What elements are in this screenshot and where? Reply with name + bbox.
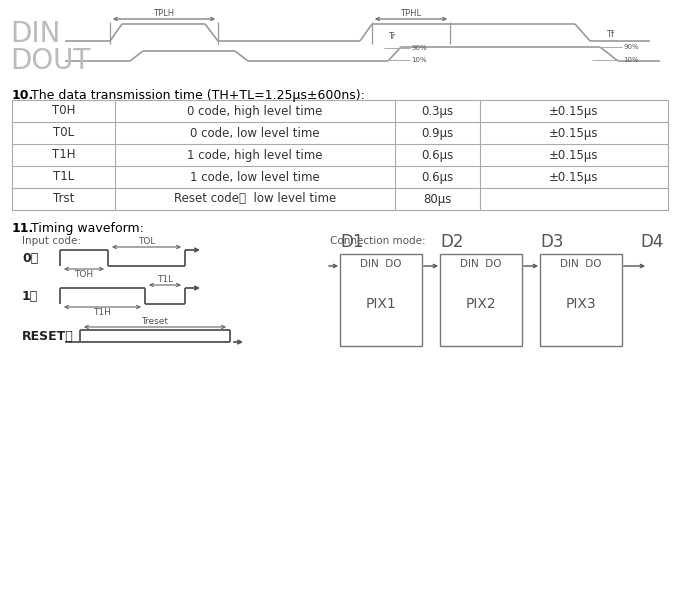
Text: PIX2: PIX2 xyxy=(466,297,496,311)
Text: TOL: TOL xyxy=(138,237,155,246)
Text: ±0.15μs: ±0.15μs xyxy=(549,104,599,117)
Text: ±0.15μs: ±0.15μs xyxy=(549,171,599,183)
Text: 0.6μs: 0.6μs xyxy=(422,149,454,162)
Text: Connection mode:: Connection mode: xyxy=(330,236,426,246)
Text: 10.: 10. xyxy=(12,89,34,102)
Text: Tf: Tf xyxy=(606,30,614,39)
Text: TOH: TOH xyxy=(74,270,94,279)
Text: DOUT: DOUT xyxy=(10,47,90,75)
Text: 1 code, low level time: 1 code, low level time xyxy=(190,171,320,183)
Text: D4: D4 xyxy=(640,233,664,251)
Text: 10%: 10% xyxy=(623,57,639,63)
Text: 0 code, low level time: 0 code, low level time xyxy=(190,126,320,140)
Text: ±0.15μs: ±0.15μs xyxy=(549,126,599,140)
Text: D1: D1 xyxy=(340,233,364,251)
Text: Reset code，  low level time: Reset code， low level time xyxy=(174,192,336,205)
Text: Tr: Tr xyxy=(388,32,396,41)
Text: TPLH: TPLH xyxy=(154,9,175,18)
Text: The data transmission time (TH+TL=1.25μs±600ns):: The data transmission time (TH+TL=1.25μs… xyxy=(27,89,365,102)
Text: DIN: DIN xyxy=(10,20,61,48)
Text: Timing waveform:: Timing waveform: xyxy=(27,222,144,235)
Text: 11.: 11. xyxy=(12,222,34,235)
Bar xyxy=(540,254,622,346)
Bar xyxy=(440,254,522,346)
Text: 10%: 10% xyxy=(411,57,426,63)
Text: DIN  DO: DIN DO xyxy=(460,259,502,269)
Text: 0.9μs: 0.9μs xyxy=(422,126,454,140)
Text: T0L: T0L xyxy=(53,126,74,140)
Bar xyxy=(12,100,668,210)
Text: 80μs: 80μs xyxy=(424,192,452,205)
Text: PIX1: PIX1 xyxy=(366,297,396,311)
Text: T1H: T1H xyxy=(94,308,112,317)
Text: T0H: T0H xyxy=(52,104,75,117)
Text: 0.6μs: 0.6μs xyxy=(422,171,454,183)
Text: 1 code, high level time: 1 code, high level time xyxy=(187,149,323,162)
Text: T1L: T1L xyxy=(53,171,74,183)
Text: 0.3μs: 0.3μs xyxy=(422,104,454,117)
Text: D3: D3 xyxy=(540,233,564,251)
Text: Trst: Trst xyxy=(53,192,74,205)
Text: 1码: 1码 xyxy=(22,289,38,302)
Text: 0 code, high level time: 0 code, high level time xyxy=(187,104,323,117)
Text: Treset: Treset xyxy=(141,317,169,326)
Text: PIX3: PIX3 xyxy=(566,297,596,311)
Text: Input code:: Input code: xyxy=(22,236,81,246)
Text: 90%: 90% xyxy=(411,45,426,51)
Text: RESET码: RESET码 xyxy=(22,329,73,343)
Text: ±0.15μs: ±0.15μs xyxy=(549,149,599,162)
Text: T1L: T1L xyxy=(157,275,173,284)
Text: T1H: T1H xyxy=(52,149,75,162)
Text: DIN  DO: DIN DO xyxy=(560,259,602,269)
Text: DIN  DO: DIN DO xyxy=(360,259,402,269)
Bar xyxy=(340,254,422,346)
Text: 0码: 0码 xyxy=(22,252,38,265)
Text: 90%: 90% xyxy=(623,44,639,50)
Text: TPHL: TPHL xyxy=(401,9,422,18)
Text: D2: D2 xyxy=(440,233,464,251)
